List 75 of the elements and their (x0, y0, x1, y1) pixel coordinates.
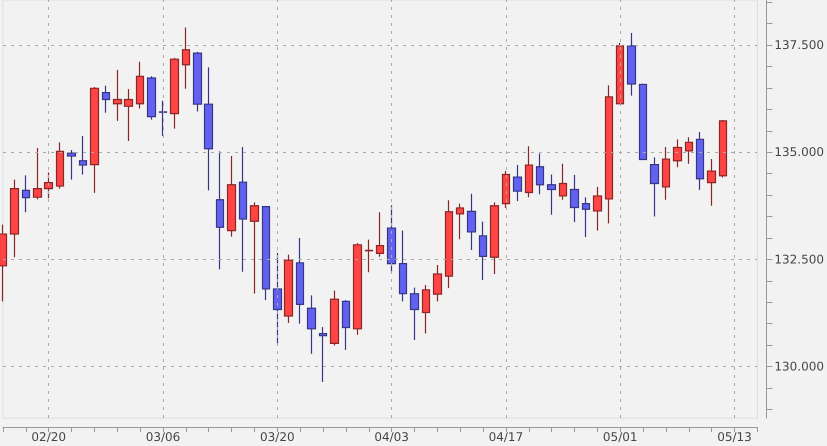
candlestick (10, 179, 20, 258)
candlestick (342, 300, 350, 350)
candlestick (512, 164, 522, 202)
candlestick (158, 100, 168, 137)
candlestick (44, 172, 54, 199)
candlestick (78, 135, 88, 176)
candlestick (444, 200, 454, 289)
candlestick (112, 69, 122, 122)
candlestick (546, 174, 556, 216)
y-tick-label: 135.000 (774, 145, 824, 160)
candlestick (386, 204, 396, 273)
candlestick (706, 158, 716, 206)
candlestick (182, 26, 190, 90)
candlestick (284, 254, 294, 324)
x-tick-label: 03/20 (260, 430, 295, 444)
candlestick (662, 146, 670, 200)
x-tick-label: 02/20 (31, 430, 66, 444)
candlestick (250, 202, 260, 294)
candlestick (204, 66, 214, 191)
candlestick (604, 84, 614, 224)
candlestick (226, 155, 236, 238)
candlestick (90, 86, 100, 194)
candlestick (146, 76, 156, 120)
candlestick (296, 237, 304, 324)
x-tick-label: 05/01 (602, 430, 638, 444)
x-tick-label: 04/17 (488, 430, 524, 444)
candlestick (718, 119, 728, 178)
x-tick-label: 03/06 (146, 430, 180, 444)
candlestick (102, 85, 110, 114)
candlestick (330, 290, 340, 346)
candlestick (352, 242, 362, 336)
candlestick (696, 131, 704, 191)
candlestick (66, 149, 76, 180)
candlestick (502, 170, 510, 209)
candlestick (582, 196, 590, 238)
candlestick (558, 163, 568, 200)
candlestick (638, 83, 648, 160)
candlestick (410, 287, 420, 341)
candlestick (684, 136, 694, 164)
candlestick (56, 142, 64, 190)
candlestick (318, 326, 328, 383)
candlestick (22, 174, 30, 213)
candlestick (524, 146, 534, 198)
candlestick (238, 146, 248, 272)
candlestick (570, 174, 580, 223)
candlestick (272, 252, 282, 344)
candlestick (466, 193, 476, 251)
candlestick (650, 156, 660, 218)
candlestick (306, 294, 316, 354)
candlestick (0, 224, 8, 302)
candlestick (364, 239, 374, 273)
candlestick (398, 230, 408, 302)
candlestick (376, 212, 384, 258)
candlestick (192, 51, 202, 112)
candlestick (432, 264, 442, 302)
y-tick-label: 130.000 (774, 360, 824, 374)
x-tick-label: 05/13 (717, 430, 752, 444)
candlestick (422, 284, 430, 334)
x-tick-label: 04/03 (374, 430, 409, 444)
y-tick-label: 137.500 (774, 38, 824, 52)
candlestick (216, 150, 224, 270)
candlestick (626, 32, 636, 96)
candlestick (490, 202, 500, 275)
candlestick (592, 186, 602, 232)
candlestick (136, 61, 144, 110)
candlestick (124, 88, 134, 142)
candlestick (536, 152, 544, 195)
candlestick (32, 147, 42, 200)
candlestick (456, 203, 464, 240)
candlestick (262, 206, 270, 301)
candlestick (672, 138, 682, 168)
candlestick (170, 57, 180, 130)
candlestick (478, 221, 488, 281)
y-tick-label: 132.500 (774, 252, 824, 266)
candlestick (616, 42, 624, 104)
